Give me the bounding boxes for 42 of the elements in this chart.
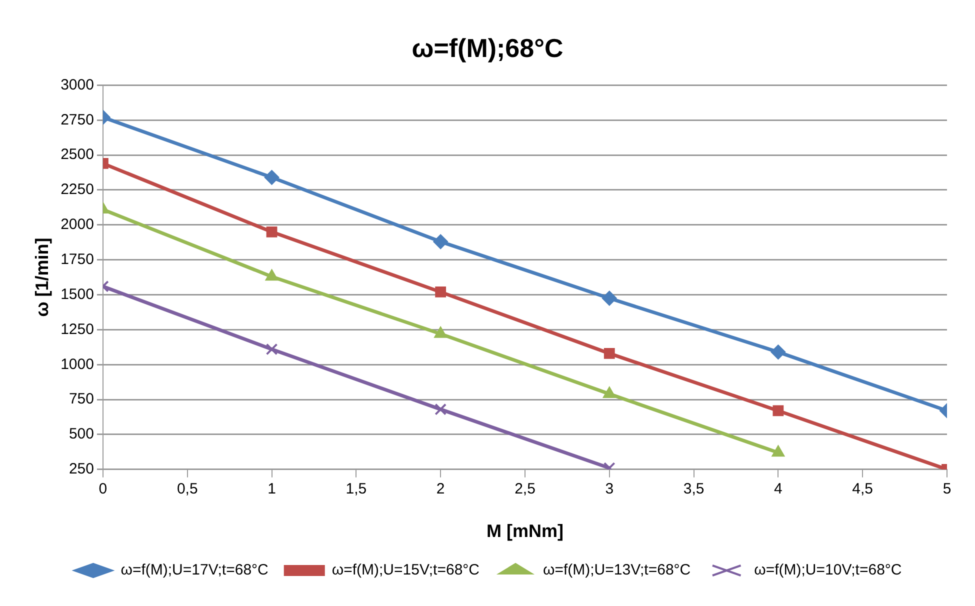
x-tick-label: 5 (942, 480, 952, 498)
point (772, 405, 784, 416)
x-tick-label: 3 (605, 480, 614, 498)
x-tick-label: 2,5 (514, 480, 536, 498)
point (772, 445, 785, 457)
legend-label: ω=f(M);U=15V;t=68°C (332, 562, 480, 579)
x-tick-label: 3,5 (683, 480, 704, 498)
point (265, 269, 278, 281)
y-tick-label: 1750 (60, 250, 94, 268)
x-tick-label: 4 (774, 480, 782, 498)
point (266, 343, 278, 356)
point (266, 226, 278, 238)
y-tick-label: 500 (68, 426, 94, 443)
y-tick-label: 2500 (60, 146, 94, 164)
x-tick-label: 0 (98, 480, 108, 498)
point (433, 234, 448, 250)
x-axis-title: M [mNm] (486, 521, 564, 542)
y-tick-label: 1500 (60, 286, 94, 303)
x-tick-label: 4,5 (852, 480, 874, 498)
y-tick-label: 250 (68, 460, 94, 478)
y-tick-label: 3000 (60, 76, 94, 94)
point (770, 344, 786, 360)
y-tick-label: 750 (68, 390, 94, 408)
y-tick-label: 2000 (60, 216, 94, 234)
legend-label: ω=f(M);U=10V;t=68°C (754, 562, 902, 579)
y-tick-label: 2250 (60, 181, 94, 198)
x-tick-label: 2 (436, 480, 445, 498)
legend-label: ω=f(M);U=13V;t=68°C (543, 562, 691, 579)
point (264, 170, 280, 185)
y-tick-label: 2750 (60, 111, 94, 128)
point (435, 286, 446, 298)
point (604, 348, 615, 359)
y-tick-label: 1250 (60, 320, 94, 338)
x-tick-label: 1 (268, 480, 276, 498)
y-axis-title: ω [1/min] (32, 238, 52, 317)
point (434, 403, 447, 416)
y-tick-label: 1000 (60, 356, 94, 373)
legend-label: ω=f(M);U=17V;t=68°C (120, 562, 269, 579)
x-tick-label: 0,5 (176, 480, 198, 498)
chart-title: ω=f(M);68°C (412, 32, 564, 63)
point (602, 290, 617, 306)
x-tick-label: 1,5 (346, 480, 367, 498)
